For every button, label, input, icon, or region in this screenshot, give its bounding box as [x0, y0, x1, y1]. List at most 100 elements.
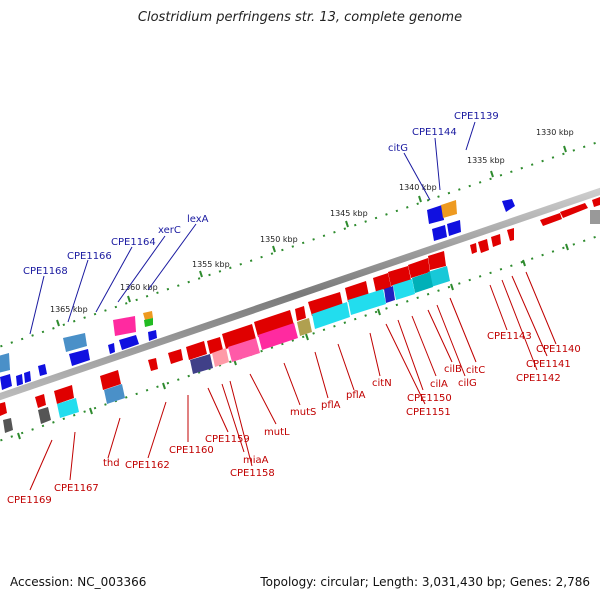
gene-arrow[interactable]	[428, 251, 446, 270]
gene-arrow[interactable]	[491, 234, 501, 247]
gene-label[interactable]: lexA	[187, 214, 209, 225]
gene-arrow[interactable]	[113, 316, 136, 336]
gene-arrow[interactable]	[16, 374, 23, 386]
gene-arrow[interactable]	[427, 205, 444, 224]
label-leaders-upper	[29, 121, 476, 335]
gene-label[interactable]: miaA	[243, 455, 269, 466]
gene-label[interactable]: citN	[372, 378, 392, 389]
gene-box[interactable]	[348, 289, 386, 315]
gene-arrow[interactable]	[35, 394, 46, 408]
gene-arrow[interactable]	[408, 258, 430, 278]
tick-label: 1360 kbp	[120, 283, 158, 292]
gene-arrow[interactable]	[373, 273, 391, 292]
gene-box[interactable]	[384, 286, 395, 303]
gene-label[interactable]: cilB	[444, 364, 462, 375]
gene-label[interactable]: CPE1139	[454, 111, 499, 122]
gene-arrow[interactable]	[470, 243, 477, 254]
gene-arrow[interactable]	[207, 337, 223, 354]
gene-label[interactable]: CPE1150	[407, 393, 452, 404]
gene-label[interactable]: CPE1168	[23, 266, 68, 277]
gene-label[interactable]: CPE1158	[230, 468, 275, 479]
gene-label[interactable]: thd	[103, 458, 120, 469]
gene-label[interactable]: CPE1164	[111, 237, 156, 248]
gene-label[interactable]: mutL	[264, 427, 290, 438]
gene-box[interactable]	[228, 338, 260, 362]
gene-arrow[interactable]	[119, 335, 139, 350]
gene-label[interactable]: pflA	[346, 390, 366, 401]
gene-box[interactable]	[312, 302, 350, 329]
gene-box[interactable]	[393, 279, 415, 300]
gene-arrow[interactable]	[447, 220, 461, 236]
gene-arrow[interactable]	[0, 402, 7, 416]
gene-arrow[interactable]	[441, 200, 457, 218]
gene-arrow[interactable]	[100, 370, 121, 390]
gene-arrow[interactable]	[143, 311, 153, 320]
gene-arrow[interactable]	[0, 374, 12, 390]
genome-backbone	[0, 187, 600, 401]
map-title: Clostridium perfringens str. 13, complet…	[137, 10, 463, 25]
gene-box[interactable]	[258, 323, 298, 350]
gene-label[interactable]: xerC	[158, 225, 181, 236]
gene-label[interactable]: CPE1159	[205, 434, 250, 445]
gene-arrow[interactable]	[560, 203, 588, 218]
gene-label[interactable]: CPE1151	[406, 407, 451, 418]
gene-arrow[interactable]	[148, 330, 157, 341]
gene-arrow[interactable]	[308, 292, 343, 316]
gene-label[interactable]: CPE1141	[526, 359, 571, 370]
gene-label[interactable]: CPE1160	[169, 445, 214, 456]
gene-arrow[interactable]	[254, 310, 294, 337]
gene-label[interactable]: citG	[388, 143, 408, 154]
gene-arrow[interactable]	[222, 324, 256, 349]
gene-box[interactable]	[297, 318, 312, 336]
gene-arrow[interactable]	[295, 306, 306, 321]
gene-box[interactable]	[412, 272, 433, 293]
gene-label[interactable]: CPE1142	[516, 373, 561, 384]
gene-label[interactable]: CPE1143	[487, 331, 532, 342]
accession-text: Accession: NC_003366	[10, 575, 147, 589]
gene-arrow[interactable]	[148, 358, 158, 371]
gene-arrow[interactable]	[478, 239, 489, 253]
gene-arrow[interactable]	[432, 225, 447, 241]
gene-label[interactable]: CPE1169	[7, 495, 52, 506]
gene-arrow[interactable]	[108, 343, 115, 354]
gene-label[interactable]: CPE1166	[67, 251, 112, 262]
tick-labels: 1330 kbp 1335 kbp 1340 kbp 1345 kbp 1350…	[50, 128, 574, 314]
gene-arrow[interactable]	[69, 349, 90, 366]
gene-arrow[interactable]	[540, 213, 562, 226]
gene-label[interactable]: mutS	[290, 407, 316, 418]
gene-arrow[interactable]	[186, 341, 207, 360]
gene-label[interactable]: CPE1167	[54, 483, 99, 494]
gene-box[interactable]	[104, 384, 125, 404]
tick-label: 1345 kbp	[330, 209, 368, 218]
gene-box[interactable]	[212, 348, 229, 367]
gene-label[interactable]: cilG	[458, 378, 477, 389]
gene-box[interactable]	[57, 398, 79, 418]
gene-box[interactable]	[3, 418, 13, 433]
gene-label[interactable]: CPE1140	[536, 344, 581, 355]
gene-arrow[interactable]	[24, 371, 31, 383]
gene-arrow[interactable]	[38, 364, 47, 376]
gene-arrow[interactable]	[144, 318, 153, 327]
gene-arrow[interactable]	[0, 353, 10, 373]
gene-label[interactable]: citC	[466, 365, 485, 376]
gene-box[interactable]	[428, 266, 450, 287]
gene-arrow[interactable]	[502, 199, 515, 212]
gene-arrow[interactable]	[168, 349, 183, 364]
gene-arrow[interactable]	[388, 266, 411, 286]
gene-arrow[interactable]	[507, 228, 514, 241]
gene-box[interactable]	[590, 210, 600, 224]
tick-label: 1365 kbp	[50, 305, 88, 314]
tick-label: 1355 kbp	[192, 260, 230, 269]
label-leaders-lower	[29, 271, 557, 491]
gene-label[interactable]: CPE1144	[412, 127, 457, 138]
gene-arrow[interactable]	[63, 333, 87, 352]
gene-box[interactable]	[190, 354, 213, 374]
gene-label[interactable]: cilA	[430, 379, 448, 390]
tick-label: 1330 kbp	[536, 128, 574, 137]
gene-arrow[interactable]	[592, 197, 600, 207]
gene-arrow[interactable]	[54, 385, 74, 404]
gene-label[interactable]: CPE1162	[125, 460, 170, 471]
gene-box[interactable]	[38, 407, 51, 424]
gene-label[interactable]: pflA	[321, 400, 341, 411]
